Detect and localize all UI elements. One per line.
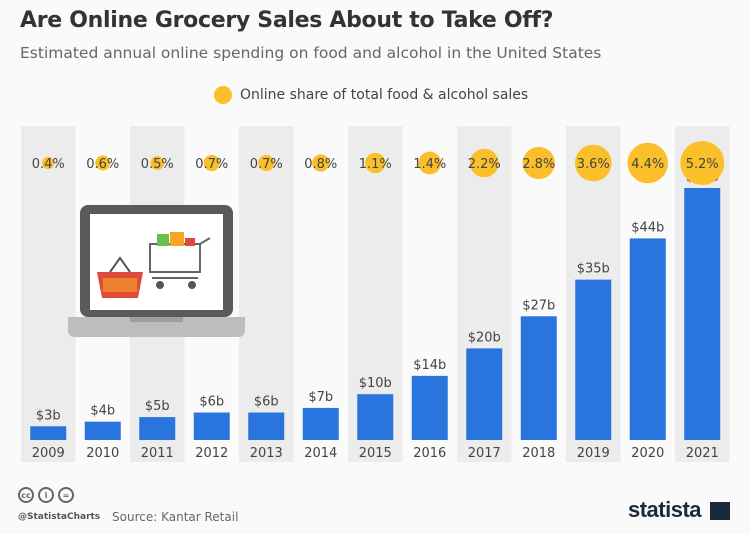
share-label: 0.8% <box>304 157 337 172</box>
year-tick-label: 2013 <box>250 446 283 461</box>
year-tick-label: 2019 <box>577 446 610 461</box>
share-label: 2.8% <box>522 157 555 172</box>
year-tick-label: 2014 <box>304 446 337 461</box>
laptop-shopping-illustration <box>68 205 245 337</box>
attribution-icon: i <box>38 487 54 503</box>
share-label: 0.6% <box>86 157 119 172</box>
bar-2016 <box>411 375 448 440</box>
bar-value-label: $6b <box>254 395 279 410</box>
bar-value-label: $10b <box>359 376 392 391</box>
share-label: 0.7% <box>250 157 283 172</box>
statista-handle[interactable]: @StatistaCharts <box>18 512 101 522</box>
share-label: 1.1% <box>359 157 392 172</box>
license-icons: cc i = <box>18 487 74 503</box>
bar-value-label: $35b <box>577 262 610 277</box>
share-bubble-2019 <box>574 144 612 182</box>
share-label: 0.4% <box>32 157 65 172</box>
legend-bubble-icon <box>214 86 232 104</box>
share-bubble-2017 <box>469 148 499 178</box>
share-bubble-2016 <box>418 151 442 175</box>
source-note: Source: Kantar Retail <box>112 510 239 524</box>
share-label: 4.4% <box>631 157 664 172</box>
share-label: 0.5% <box>141 157 174 172</box>
year-tick-label: 2017 <box>468 446 501 461</box>
share-label: 1.4% <box>413 157 446 172</box>
no-derivatives-icon: = <box>58 487 74 503</box>
bar-value-label: $20b <box>468 330 501 345</box>
year-tick-label: 2018 <box>522 446 555 461</box>
share-bubble-2009 <box>42 156 55 170</box>
cc-icon: cc <box>18 487 34 503</box>
bar-value-label: $27b <box>522 298 555 313</box>
bar-value-label: $3b <box>36 408 61 423</box>
bar-value-label: $5b <box>145 399 170 414</box>
bar-2014 <box>302 407 339 440</box>
legend-label: Online share of total food & alcohol sal… <box>240 87 529 103</box>
year-tick-label: 2015 <box>359 446 392 461</box>
bar-2017 <box>466 348 503 440</box>
year-tick-label: 2021 <box>686 446 719 461</box>
bar-2009 <box>30 426 67 440</box>
bar-2011 <box>139 417 176 440</box>
share-bubble-2012 <box>203 154 220 172</box>
share-label: 0.7% <box>195 157 228 172</box>
column-stripe <box>21 126 76 462</box>
year-tick-label: 2012 <box>195 446 228 461</box>
bar-2021 <box>684 188 721 440</box>
share-label: 5.2% <box>686 157 719 172</box>
bar-value-label: $44b <box>631 220 664 235</box>
statista-logo-mark <box>710 502 730 520</box>
share-bubble-2010 <box>95 155 111 171</box>
share-bubble-2021 <box>680 141 725 185</box>
share-bubble-2011 <box>150 156 165 170</box>
share-bubble-2015 <box>365 152 386 174</box>
year-tick-label: 2010 <box>86 446 119 461</box>
bar-value-label: $4b <box>90 404 115 419</box>
bar-2015 <box>357 394 394 440</box>
year-tick-label: 2016 <box>413 446 446 461</box>
bar-2020 <box>629 238 666 440</box>
chart-title: Are Online Grocery Sales About to Take O… <box>20 8 554 33</box>
share-label: 3.6% <box>577 157 610 172</box>
bar-2012 <box>193 412 230 440</box>
share-bubble-2018 <box>522 146 555 180</box>
chart-subtitle: Estimated annual online spending on food… <box>20 44 602 62</box>
share-bubble-2020 <box>627 142 668 184</box>
share-label: 2.2% <box>468 157 501 172</box>
year-tick-label: 2020 <box>631 446 664 461</box>
bar-value-label: $7b <box>308 390 333 405</box>
bar-2010 <box>84 421 121 440</box>
column-stripe <box>239 126 294 462</box>
year-tick-label: 2009 <box>32 446 65 461</box>
bar-2013 <box>248 412 285 440</box>
bar-value-label: $6b <box>199 395 224 410</box>
share-bubble-2013 <box>258 154 275 172</box>
bar-2019 <box>575 279 612 440</box>
bar-value-label: $14b <box>413 358 446 373</box>
year-tick-label: 2011 <box>141 446 174 461</box>
bar-2018 <box>520 316 557 440</box>
share-bubble-2014 <box>312 154 330 172</box>
legend: Online share of total food & alcohol sal… <box>214 86 528 104</box>
statista-logo[interactable]: statista <box>628 497 702 522</box>
